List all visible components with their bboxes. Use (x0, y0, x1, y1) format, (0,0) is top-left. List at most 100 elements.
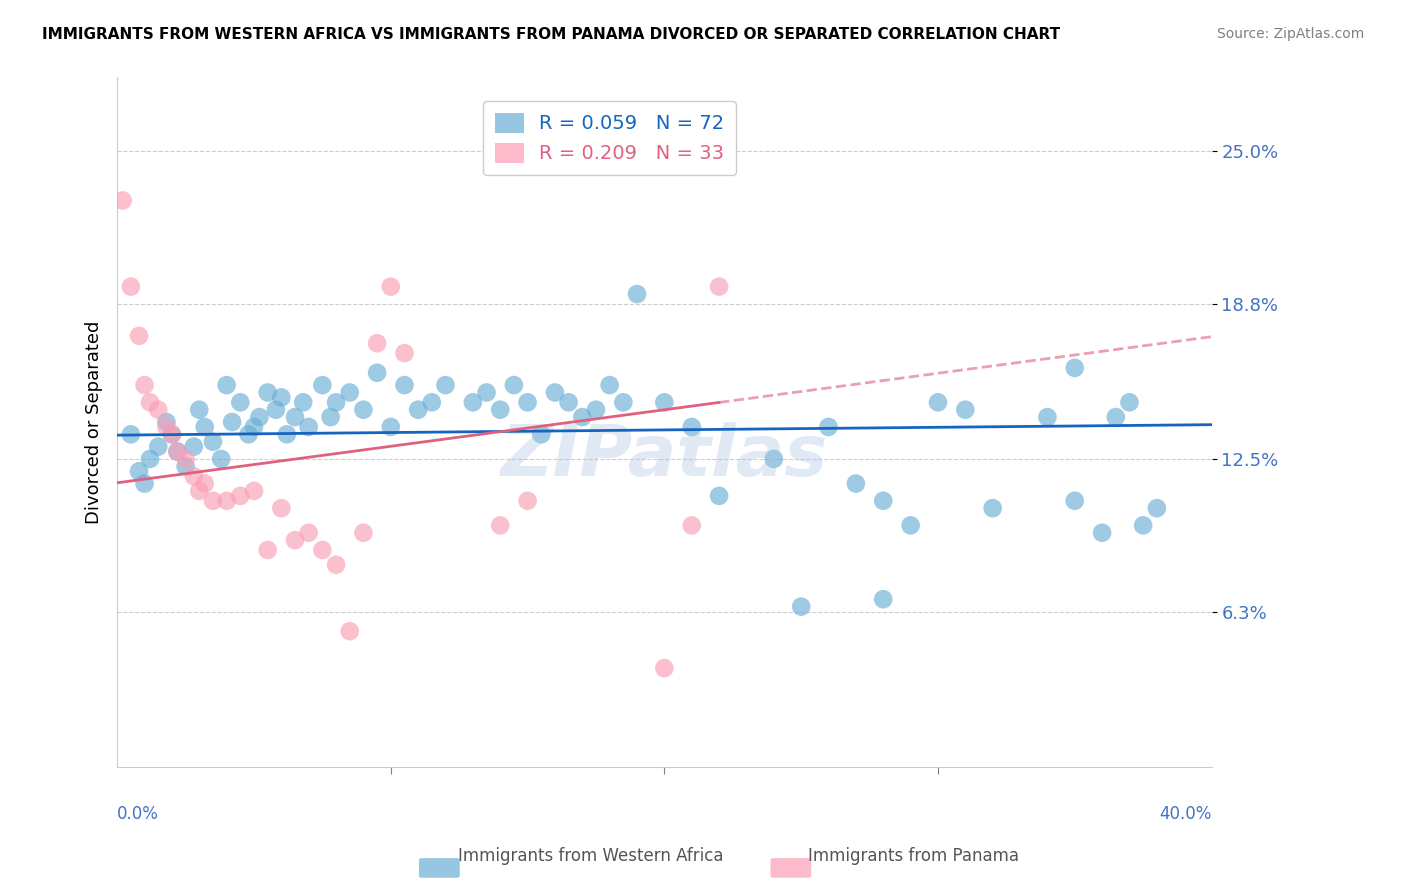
Point (872, 493, 894, 508)
Point (188, 483, 211, 498)
Point (790, 599, 813, 614)
Point (394, 346, 416, 360)
Point (981, 501, 1004, 516)
Point (270, 391, 292, 405)
Point (1146, 501, 1168, 516)
Point (339, 624, 361, 639)
Point (1132, 518, 1154, 533)
Point (174, 459, 197, 474)
Point (284, 410, 307, 425)
Point (817, 420, 839, 434)
Point (489, 402, 512, 417)
Point (654, 395, 676, 409)
Point (352, 525, 374, 540)
Point (111, 194, 134, 208)
Point (249, 410, 271, 425)
Text: ZIPatlas: ZIPatlas (501, 422, 828, 491)
Point (148, 440, 170, 454)
Point (238, 427, 260, 442)
Point (503, 378, 526, 392)
Point (139, 395, 162, 409)
Point (166, 444, 188, 458)
Point (229, 489, 252, 503)
Point (298, 525, 321, 540)
Text: Immigrants from Panama: Immigrants from Panama (808, 847, 1019, 865)
Point (229, 395, 252, 409)
Point (1091, 525, 1114, 540)
Point (955, 402, 977, 417)
Point (1118, 395, 1140, 409)
Point (298, 420, 321, 434)
Point (292, 395, 315, 409)
Point (183, 440, 205, 454)
Point (599, 378, 621, 392)
Point (571, 410, 593, 425)
Point (243, 483, 266, 498)
Point (264, 402, 287, 417)
Point (366, 366, 388, 380)
Point (194, 476, 217, 491)
Text: Immigrants from Western Africa: Immigrants from Western Africa (458, 847, 723, 865)
Text: IMMIGRANTS FROM WESTERN AFRICA VS IMMIGRANTS FROM PANAMA DIVORCED OR SEPARATED C: IMMIGRANTS FROM WESTERN AFRICA VS IMMIGR… (42, 27, 1060, 42)
Point (256, 543, 278, 558)
Point (188, 402, 211, 417)
Point (201, 493, 224, 508)
Point (612, 395, 634, 409)
Point (134, 378, 156, 392)
Point (194, 420, 217, 434)
Point (160, 427, 183, 442)
Point (530, 427, 553, 442)
Point (489, 518, 512, 533)
Point (270, 501, 292, 516)
Point (174, 452, 197, 467)
Point (557, 395, 579, 409)
Point (681, 420, 703, 434)
Y-axis label: Divorced or Separated: Divorced or Separated (86, 320, 103, 524)
Point (155, 415, 177, 429)
Point (872, 592, 894, 607)
Point (128, 464, 150, 478)
Point (461, 395, 484, 409)
Point (380, 279, 402, 293)
Text: 40.0%: 40.0% (1159, 805, 1212, 823)
Point (406, 402, 429, 417)
Point (1063, 493, 1085, 508)
Point (339, 385, 361, 400)
Point (311, 543, 333, 558)
Point (352, 402, 374, 417)
Point (325, 558, 347, 572)
Point (166, 444, 188, 458)
Point (927, 395, 949, 409)
Legend: R = 0.059   N = 72, R = 0.209   N = 33: R = 0.059 N = 72, R = 0.209 N = 33 (484, 101, 737, 175)
Point (319, 410, 342, 425)
Point (325, 395, 347, 409)
Point (1105, 410, 1128, 425)
Text: Source: ZipAtlas.com: Source: ZipAtlas.com (1216, 27, 1364, 41)
Point (209, 452, 232, 467)
Point (900, 518, 922, 533)
Point (139, 452, 162, 467)
Point (420, 395, 443, 409)
Point (160, 427, 183, 442)
Point (845, 476, 868, 491)
Point (276, 427, 298, 442)
Point (215, 378, 238, 392)
Point (762, 452, 785, 467)
Point (311, 378, 333, 392)
Point (707, 489, 730, 503)
Point (155, 420, 177, 434)
Point (221, 415, 243, 429)
Point (585, 402, 607, 417)
Point (128, 329, 150, 343)
Point (134, 476, 156, 491)
Point (516, 395, 538, 409)
Point (434, 378, 457, 392)
Point (284, 533, 307, 548)
Point (243, 420, 266, 434)
Point (201, 434, 224, 449)
Point (707, 279, 730, 293)
Point (654, 661, 676, 675)
Point (148, 402, 170, 417)
Point (544, 385, 567, 400)
Point (475, 385, 498, 400)
